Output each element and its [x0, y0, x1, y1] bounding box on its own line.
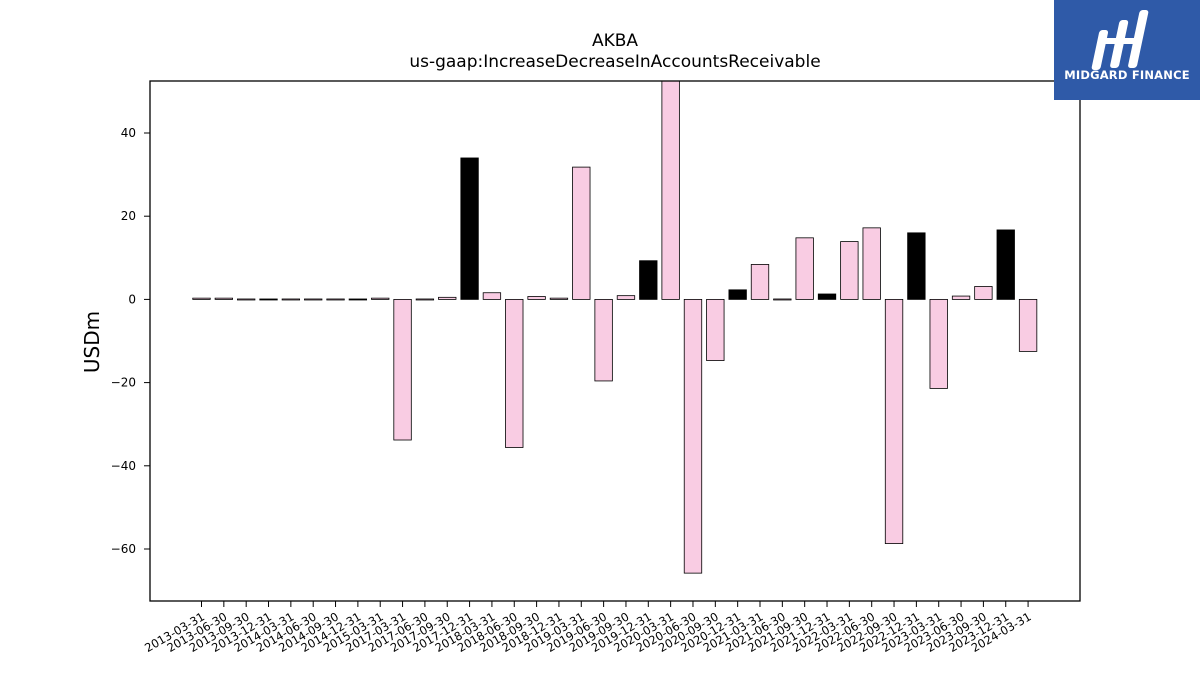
bar-2013-12-31: [259, 298, 278, 301]
bar-2020-06-30: [683, 298, 703, 574]
bar-2020-09-30: [706, 298, 725, 361]
y-tick-label: 40: [121, 126, 136, 140]
bar-2021-03-31: [750, 264, 770, 300]
bar-2023-12-31: [996, 229, 1015, 300]
bar-2022-12-31: [907, 232, 926, 300]
bar-2014-09-30: [326, 298, 345, 301]
y-axis-label: USDm: [80, 310, 104, 374]
brand-logo: MIDGARD FINANCE: [1054, 0, 1200, 100]
bar-2020-12-31: [728, 289, 747, 300]
y-tick-label: −20: [111, 376, 136, 390]
bar-2014-03-31: [281, 298, 301, 301]
bar-2023-03-31: [929, 298, 948, 389]
bar-2013-06-30: [214, 297, 233, 300]
bar-2017-06-30: [415, 298, 435, 301]
bar-2021-09-30: [795, 237, 814, 300]
bar-2019-09-30: [616, 295, 636, 300]
chart-title: AKBA: [591, 31, 639, 51]
y-axis: −60 −40 −20 0 20 40: [111, 126, 150, 556]
x-axis: 2013-03-312013-06-302013-09-302013-12-31…: [142, 601, 1034, 655]
bar-2014-06-30: [304, 298, 323, 301]
bar-2022-06-30: [862, 227, 881, 300]
plot-frame: [149, 80, 1081, 602]
bar-2017-12-31: [460, 157, 479, 300]
bar-2018-03-31: [482, 292, 502, 300]
bar-2021-06-30: [773, 298, 792, 301]
bar-2021-12-31: [817, 293, 837, 300]
bar-2023-06-30: [951, 295, 971, 300]
bar-2019-06-30: [594, 298, 613, 382]
brand-name: MIDGARD FINANCE: [1064, 68, 1190, 82]
bar-2019-03-31: [572, 166, 591, 300]
bar-2018-06-30: [505, 298, 524, 448]
y-tick-label: 0: [128, 292, 136, 306]
bar-2022-09-30: [884, 298, 904, 544]
bar-2013-09-30: [237, 298, 256, 301]
bar-2018-09-30: [527, 296, 546, 300]
y-tick-label: −40: [111, 459, 136, 473]
bar-2018-12-31: [549, 297, 569, 300]
bars-group: [192, 80, 1038, 574]
y-tick-label: −60: [111, 542, 136, 556]
midgard-logo-icon: [1091, 10, 1149, 70]
bar-2015-03-31: [371, 297, 390, 300]
bar-2023-09-30: [974, 286, 993, 300]
bar-2014-12-31: [348, 298, 368, 301]
bar-2017-03-31: [393, 298, 412, 441]
chart-subtitle: us-gaap:IncreaseDecreaseInAccountsReceiv…: [409, 52, 821, 72]
bar-2020-03-31: [661, 80, 680, 300]
bar-2024-03-31: [1018, 298, 1038, 352]
bar-2022-03-31: [840, 241, 859, 300]
bar-2013-03-31: [192, 297, 211, 300]
bar-2019-12-31: [639, 260, 658, 300]
bar-2017-09-30: [438, 296, 457, 300]
y-tick-label: 20: [121, 209, 136, 223]
